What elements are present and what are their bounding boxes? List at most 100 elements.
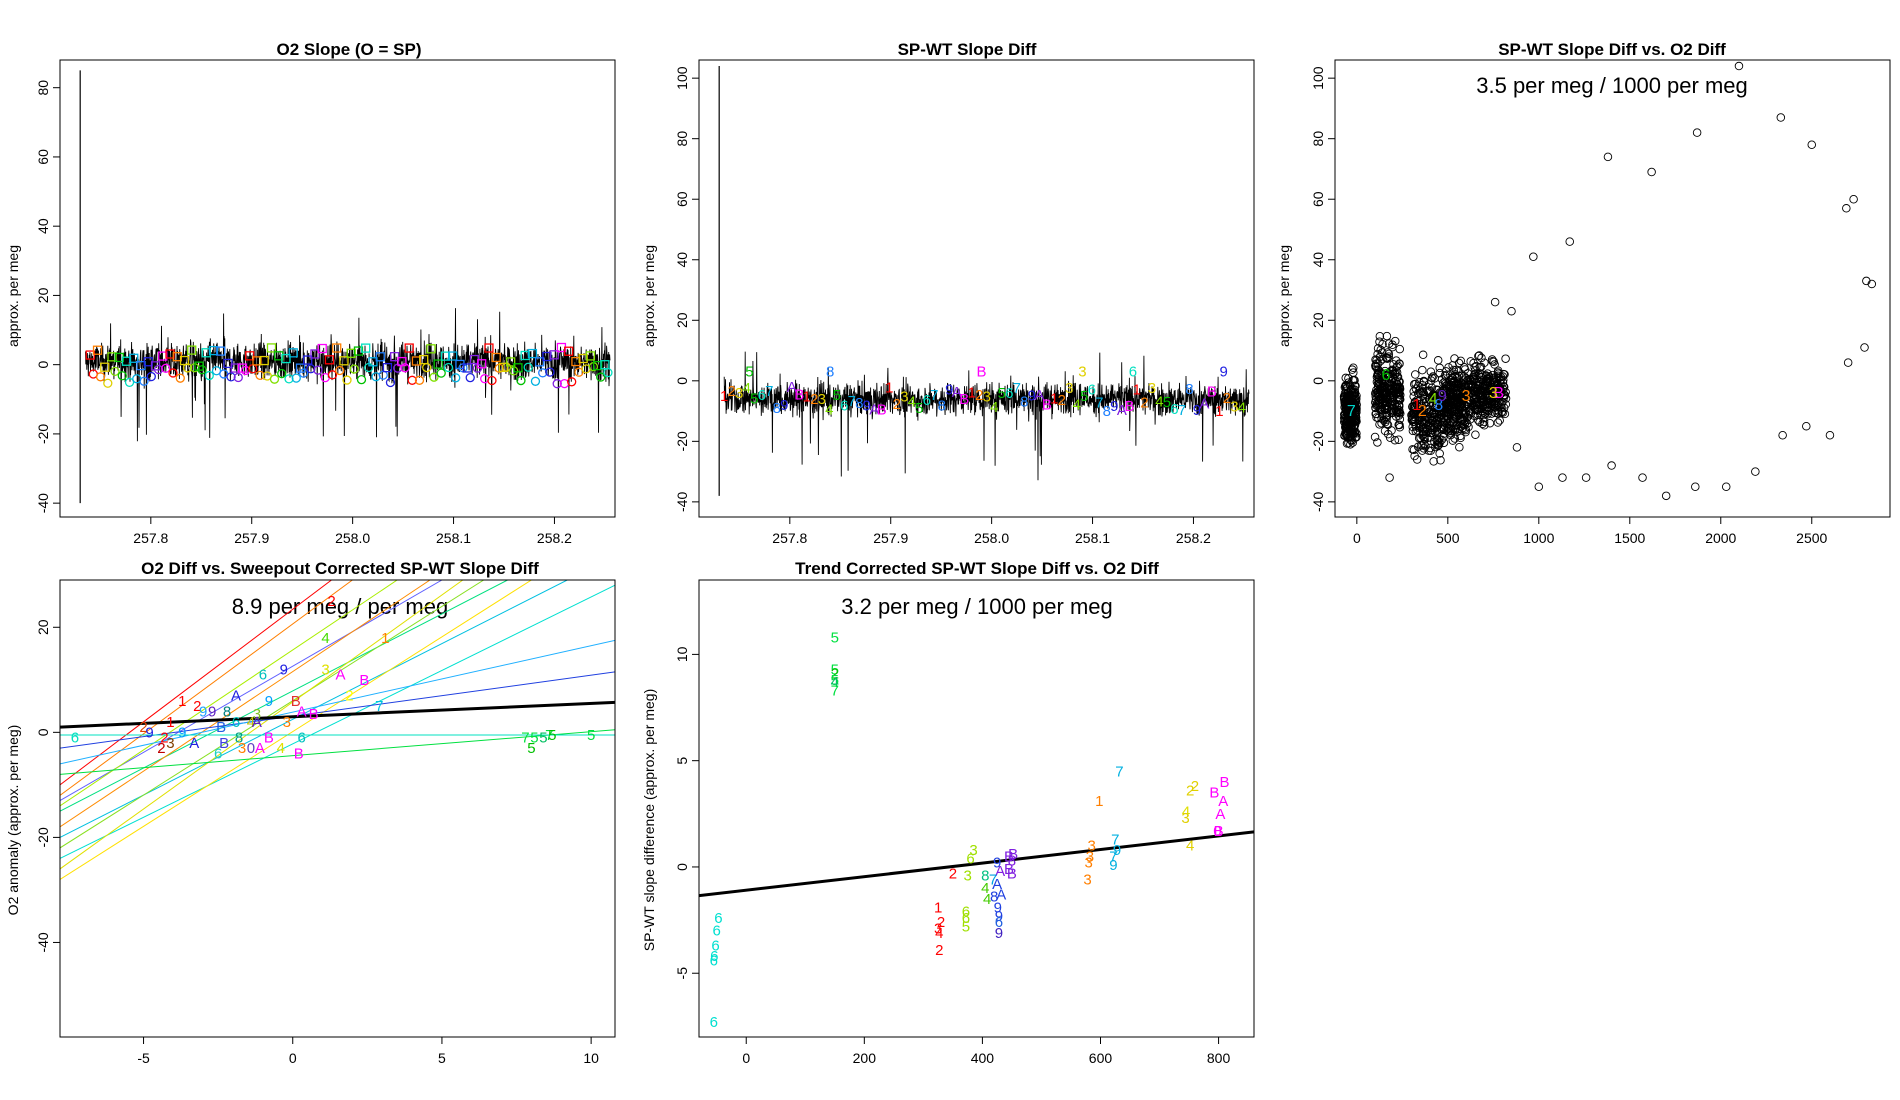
x-tick-label: 0	[742, 1050, 750, 1066]
square-marker	[484, 343, 494, 353]
scatter-point	[1432, 408, 1442, 418]
square-marker	[520, 350, 530, 361]
outlier-point	[1490, 297, 1500, 307]
scatter-point	[1349, 393, 1358, 403]
scatter-point	[1458, 376, 1468, 385]
cycle-label: 8	[938, 397, 946, 414]
x-tick-label: 600	[1089, 1050, 1113, 1066]
point-label: 9	[1109, 857, 1117, 874]
scatter-point	[1340, 399, 1350, 408]
scatter-point	[1345, 427, 1355, 436]
point-label: 8	[990, 889, 998, 906]
scatter-point	[1449, 424, 1458, 433]
scatter-point	[1440, 370, 1450, 380]
group-label: 1	[1412, 397, 1421, 414]
scatter-point	[1388, 408, 1398, 417]
cycle-label: 1	[885, 379, 893, 396]
plot-frame	[698, 579, 1255, 1038]
circle-marker	[552, 379, 562, 389]
circle-marker	[197, 365, 207, 375]
square-marker	[252, 356, 262, 366]
circle-marker	[538, 368, 548, 378]
square-marker	[129, 353, 139, 363]
circle-marker	[429, 372, 439, 382]
scatter-point	[1387, 384, 1396, 394]
square-marker	[368, 357, 378, 367]
cycle-label: 5	[998, 385, 1006, 402]
scatter-point	[1493, 368, 1503, 377]
scatter-point	[1382, 331, 1392, 341]
scatter-point	[1390, 369, 1400, 379]
circle-marker	[349, 364, 359, 374]
slope-annotation: 8.9 per meg / per meg	[232, 594, 448, 619]
y-axis-label: approx. per meg	[5, 245, 21, 347]
scatter-point	[1350, 389, 1359, 399]
circle-marker	[530, 376, 541, 386]
square-marker	[310, 349, 320, 359]
scatter-point	[1394, 435, 1403, 444]
y-tick-label: -5	[674, 967, 690, 980]
panel-title: Trend Corrected SP-WT Slope Diff vs. O2 …	[795, 559, 1159, 578]
point-label: B	[1209, 785, 1219, 802]
point-label: 3	[321, 661, 329, 678]
scatter-point	[1486, 387, 1496, 396]
square-marker	[332, 343, 342, 353]
scatter-point	[1443, 413, 1452, 422]
point-label: B	[219, 735, 229, 752]
cycle-label: 9	[1193, 402, 1201, 419]
scatter-point	[1448, 425, 1458, 435]
scatter-point	[1392, 356, 1401, 365]
point-label: 6	[710, 952, 718, 969]
point-label: 9	[280, 661, 288, 678]
square-marker	[433, 359, 443, 369]
cycle-label: 4	[1155, 394, 1163, 411]
panel-diff-vs-o2-diff: SP-WT Slope Diff vs. O2 Diff approx. per…	[1276, 40, 1891, 546]
y-tick-label: -40	[1310, 492, 1326, 512]
point-label: 7	[545, 727, 553, 744]
x-tick-label: 5	[438, 1050, 446, 1066]
cycle-label: 1	[803, 389, 811, 406]
x-tick-label: 2500	[1796, 530, 1827, 546]
square-marker	[382, 362, 393, 373]
scatter-point	[1394, 388, 1403, 397]
scatter-point	[1395, 388, 1404, 398]
scatter-point	[1390, 435, 1400, 445]
x-tick-label: 0	[1353, 530, 1361, 546]
scatter-point	[1480, 358, 1489, 368]
scatter-point	[1441, 408, 1450, 417]
group-label: B	[1493, 385, 1504, 402]
circle-marker	[414, 375, 425, 385]
x-tick-label: 258.0	[974, 530, 1009, 546]
point-label: 7	[1115, 763, 1123, 780]
scatter-point	[1419, 439, 1429, 449]
scatter-point	[1446, 428, 1455, 438]
outlier-point	[1603, 152, 1613, 162]
scatter-point	[1474, 370, 1483, 379]
point-label: 6	[214, 745, 222, 762]
circle-marker	[103, 378, 113, 388]
scatter-point	[1479, 417, 1489, 427]
point-label: 6	[259, 667, 267, 684]
scatter-point	[1385, 372, 1394, 381]
point-label: 2	[193, 698, 201, 715]
square-marker	[593, 360, 603, 371]
y-tick-label: 40	[674, 252, 690, 268]
circle-marker	[443, 362, 454, 373]
scatter-point	[1491, 386, 1500, 395]
y-tick-label: -20	[35, 424, 51, 444]
scatter-point	[1490, 397, 1499, 406]
outlier-point	[1721, 482, 1731, 491]
cycle-label: A	[1117, 402, 1127, 419]
scatter-point	[1444, 424, 1453, 433]
circle-marker	[378, 370, 388, 380]
point-label: A	[995, 863, 1005, 880]
point-label: 2	[1191, 778, 1199, 795]
circle-marker	[298, 368, 309, 378]
x-tick-label: -5	[137, 1050, 150, 1066]
cycle-label: 9	[945, 381, 953, 398]
outlier-point	[1825, 431, 1835, 440]
cycle-label: 8	[1020, 394, 1028, 411]
cycle-label: 5	[1163, 394, 1171, 411]
cycle-label: 3	[1078, 364, 1086, 381]
circle-marker	[226, 372, 236, 382]
